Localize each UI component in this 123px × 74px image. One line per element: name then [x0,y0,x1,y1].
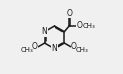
Text: N: N [52,44,57,53]
Text: O: O [77,21,82,30]
Text: CH₃: CH₃ [20,47,33,53]
Text: CH₃: CH₃ [82,23,95,29]
Text: O: O [71,42,77,51]
Text: O: O [32,42,38,51]
Text: N: N [42,27,47,36]
Text: O: O [67,9,73,18]
Text: CH₃: CH₃ [76,47,89,53]
